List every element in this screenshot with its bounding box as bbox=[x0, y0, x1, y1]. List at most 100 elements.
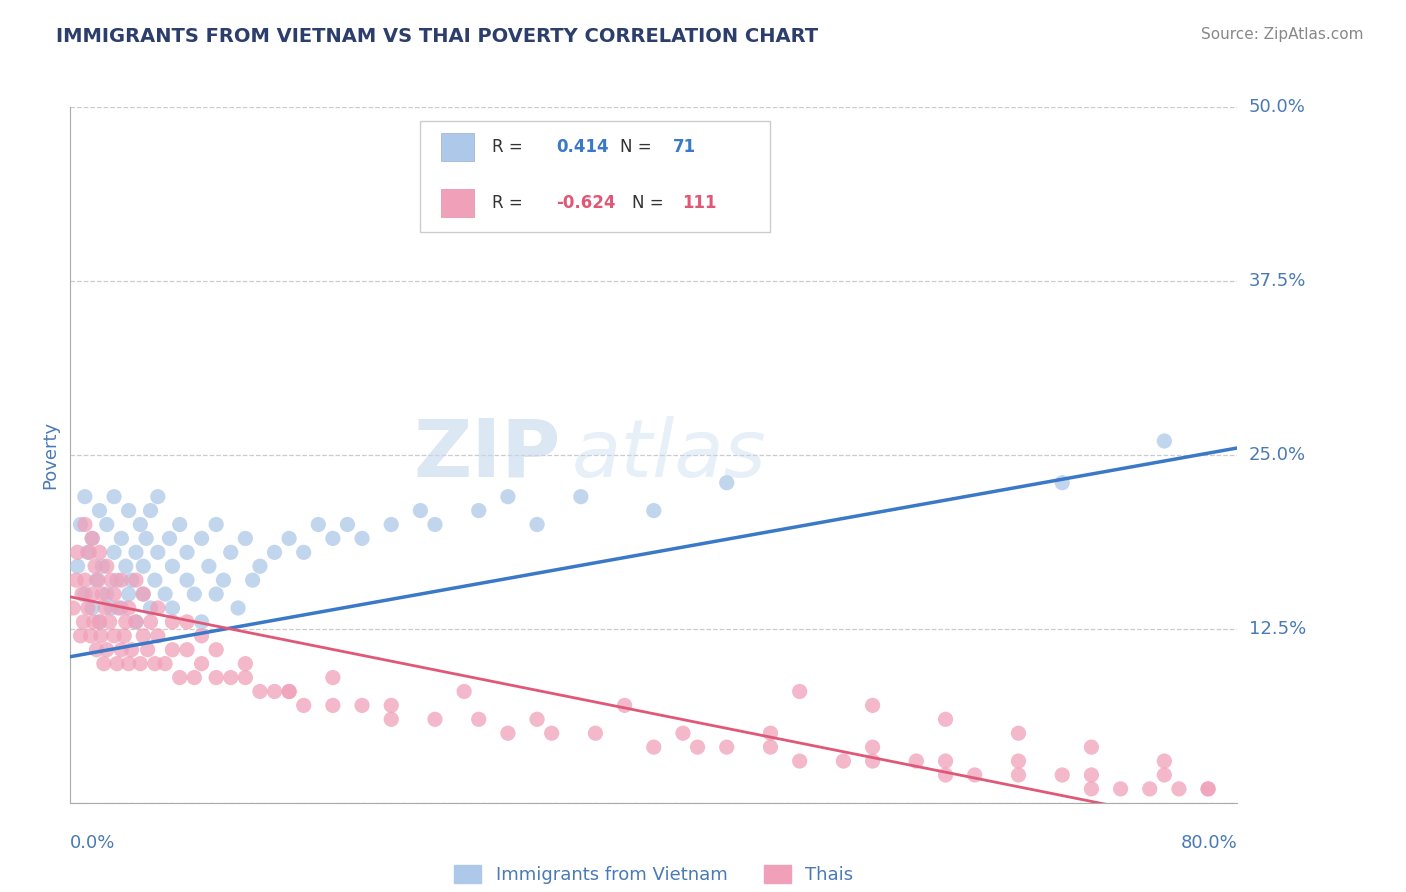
Point bbox=[862, 698, 884, 713]
Point bbox=[80, 629, 103, 643]
Point bbox=[96, 517, 118, 532]
Point bbox=[105, 657, 128, 671]
Point bbox=[139, 601, 162, 615]
Point bbox=[132, 587, 155, 601]
Point bbox=[176, 642, 198, 657]
Point bbox=[672, 726, 695, 740]
Point bbox=[759, 740, 782, 755]
Point bbox=[100, 601, 122, 615]
Point bbox=[153, 657, 176, 671]
Point bbox=[96, 587, 118, 601]
Point bbox=[176, 573, 198, 587]
Point bbox=[76, 545, 98, 559]
Point bbox=[107, 601, 129, 615]
Point bbox=[205, 517, 228, 532]
Point bbox=[1139, 781, 1161, 796]
Point bbox=[219, 671, 242, 685]
Text: 12.5%: 12.5% bbox=[1249, 620, 1306, 638]
Point bbox=[176, 545, 198, 559]
Point bbox=[526, 712, 548, 726]
Text: 111: 111 bbox=[682, 194, 716, 212]
Point bbox=[65, 573, 87, 587]
Point bbox=[1080, 740, 1102, 755]
Point bbox=[139, 503, 162, 517]
Point bbox=[643, 503, 665, 517]
Point bbox=[83, 615, 105, 629]
Point bbox=[169, 671, 191, 685]
Point bbox=[789, 684, 811, 698]
Point bbox=[143, 573, 166, 587]
Point bbox=[1050, 475, 1074, 490]
Point bbox=[103, 490, 125, 504]
Point bbox=[759, 726, 782, 740]
Point bbox=[263, 684, 285, 698]
Point bbox=[112, 629, 135, 643]
Point bbox=[82, 532, 104, 546]
Point bbox=[136, 642, 159, 657]
Point bbox=[162, 642, 184, 657]
Point bbox=[686, 740, 709, 755]
Point bbox=[292, 545, 315, 559]
Point bbox=[380, 712, 402, 726]
Point bbox=[963, 768, 986, 782]
Point bbox=[242, 573, 264, 587]
Text: 50.0%: 50.0% bbox=[1249, 98, 1306, 116]
Point bbox=[409, 503, 432, 517]
Point bbox=[84, 559, 107, 574]
Point bbox=[423, 517, 446, 532]
Text: 0.0%: 0.0% bbox=[70, 834, 115, 852]
Point bbox=[121, 573, 143, 587]
Point bbox=[89, 503, 111, 517]
Point bbox=[72, 615, 94, 629]
Point bbox=[205, 642, 228, 657]
Text: -0.624: -0.624 bbox=[555, 194, 616, 212]
Text: ZIP: ZIP bbox=[413, 416, 561, 494]
Point bbox=[159, 532, 181, 546]
Point bbox=[139, 615, 162, 629]
Point bbox=[146, 545, 169, 559]
Text: 37.5%: 37.5% bbox=[1249, 272, 1306, 290]
Point bbox=[380, 517, 402, 532]
Point bbox=[146, 629, 169, 643]
Point bbox=[198, 559, 221, 574]
Point bbox=[121, 642, 143, 657]
Text: atlas: atlas bbox=[572, 416, 766, 494]
Point bbox=[89, 615, 111, 629]
Point bbox=[263, 545, 285, 559]
Point bbox=[1167, 781, 1189, 796]
Point bbox=[496, 726, 519, 740]
Point bbox=[69, 629, 91, 643]
Point bbox=[307, 517, 329, 532]
Point bbox=[219, 545, 242, 559]
Point bbox=[233, 657, 256, 671]
Point bbox=[453, 684, 475, 698]
Point bbox=[832, 754, 855, 768]
Point bbox=[69, 517, 91, 532]
Text: 71: 71 bbox=[672, 138, 696, 156]
Point bbox=[103, 587, 125, 601]
Point bbox=[118, 587, 141, 601]
Point bbox=[100, 573, 122, 587]
Point bbox=[278, 684, 301, 698]
Point bbox=[146, 601, 169, 615]
Point bbox=[73, 517, 96, 532]
Point bbox=[114, 559, 136, 574]
Text: R =: R = bbox=[492, 138, 523, 156]
Point bbox=[66, 545, 89, 559]
Point bbox=[162, 559, 184, 574]
Point bbox=[82, 601, 104, 615]
Point bbox=[1153, 434, 1175, 448]
Point bbox=[205, 671, 228, 685]
Point bbox=[1197, 781, 1219, 796]
Point bbox=[125, 545, 148, 559]
Point bbox=[190, 532, 212, 546]
Point bbox=[322, 671, 344, 685]
Point bbox=[77, 545, 100, 559]
Point bbox=[125, 615, 148, 629]
Point bbox=[862, 754, 884, 768]
Point bbox=[89, 615, 111, 629]
Point bbox=[118, 657, 141, 671]
Point bbox=[212, 573, 235, 587]
Point bbox=[129, 657, 152, 671]
Point bbox=[103, 545, 125, 559]
